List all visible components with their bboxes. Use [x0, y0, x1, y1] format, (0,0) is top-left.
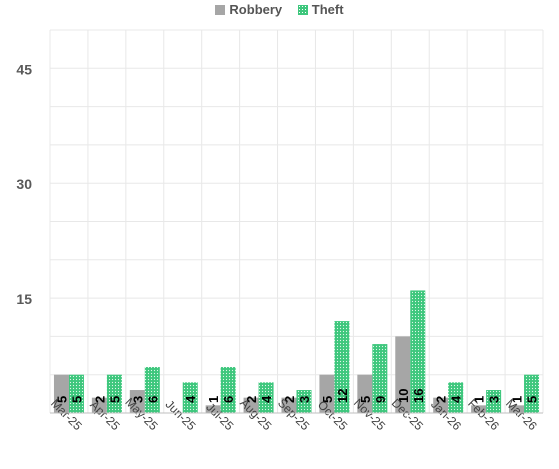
legend-swatch-theft	[297, 4, 308, 15]
robbery-bar	[281, 397, 297, 413]
robbery-bar	[357, 374, 373, 413]
theft-data-label: 4	[449, 395, 464, 403]
robbery-data-label: 5	[320, 396, 335, 403]
robbery-bar	[509, 405, 525, 413]
robbery-bar	[395, 336, 411, 413]
theft-data-label: 4	[259, 395, 274, 403]
robbery-bar	[205, 405, 221, 413]
theft-bar	[524, 374, 540, 413]
chart-legend: Robbery Theft	[0, 2, 559, 18]
theft-data-label: 9	[373, 396, 388, 403]
robbery-data-label: 5	[54, 396, 69, 403]
robbery-bar	[243, 397, 259, 413]
theft-data-label: 3	[487, 396, 502, 403]
theft-data-label: 4	[183, 395, 198, 403]
theft-data-label: 16	[411, 389, 426, 403]
y-tick-label: 15	[16, 291, 32, 307]
theft-data-label: 12	[335, 389, 350, 403]
theft-data-label: 6	[145, 396, 160, 403]
legend-item-theft: Theft	[297, 2, 344, 17]
legend-item-robbery: Robbery	[215, 2, 282, 17]
theft-bar	[144, 367, 160, 413]
theft-bar	[106, 374, 122, 413]
robbery-data-label: 2	[92, 396, 107, 403]
robbery-data-label: 5	[358, 396, 373, 403]
robbery-bar	[53, 374, 69, 413]
robbery-bar	[91, 397, 107, 413]
theft-bar	[372, 344, 388, 413]
robbery-data-label: 1	[472, 396, 487, 403]
theft-bar	[448, 382, 464, 413]
robbery-data-label: 2	[434, 396, 449, 403]
y-tick-label: 45	[16, 61, 32, 77]
robbery-bar	[471, 405, 487, 413]
bars: 5 5 2 5 3 6 4 1 6 2 4 2 3 5 12 5 9 10 16 2 4 1 3 1 5	[53, 290, 540, 413]
theft-data-label: 6	[221, 396, 236, 403]
theft-bar	[296, 390, 312, 413]
theft-bar	[486, 390, 502, 413]
legend-swatch-robbery	[215, 4, 226, 15]
theft-bar	[410, 290, 426, 413]
theft-bar	[334, 321, 350, 413]
theft-data-label: 5	[525, 396, 540, 403]
theft-data-label: 5	[69, 396, 84, 403]
robbery-bar	[433, 397, 449, 413]
robbery-data-label: 1	[206, 396, 221, 403]
grid	[49, 29, 544, 413]
theft-bar	[220, 367, 236, 413]
robbery-bar	[319, 374, 335, 413]
theft-data-label: 3	[297, 396, 312, 403]
legend-label-theft: Theft	[311, 2, 344, 17]
robbery-bar	[129, 390, 145, 413]
robbery-data-label: 3	[130, 396, 145, 403]
theft-bar	[68, 374, 84, 413]
robbery-data-label: 10	[396, 389, 411, 403]
theft-bar	[258, 382, 274, 413]
theft-bar	[182, 382, 198, 413]
legend-label-robbery: Robbery	[229, 2, 283, 17]
robbery-data-label: 2	[282, 396, 297, 403]
robbery-data-label: 1	[510, 396, 525, 403]
robbery-data-label: 2	[244, 396, 259, 403]
y-tick-label: 30	[16, 176, 32, 192]
theft-data-label: 5	[107, 396, 122, 403]
